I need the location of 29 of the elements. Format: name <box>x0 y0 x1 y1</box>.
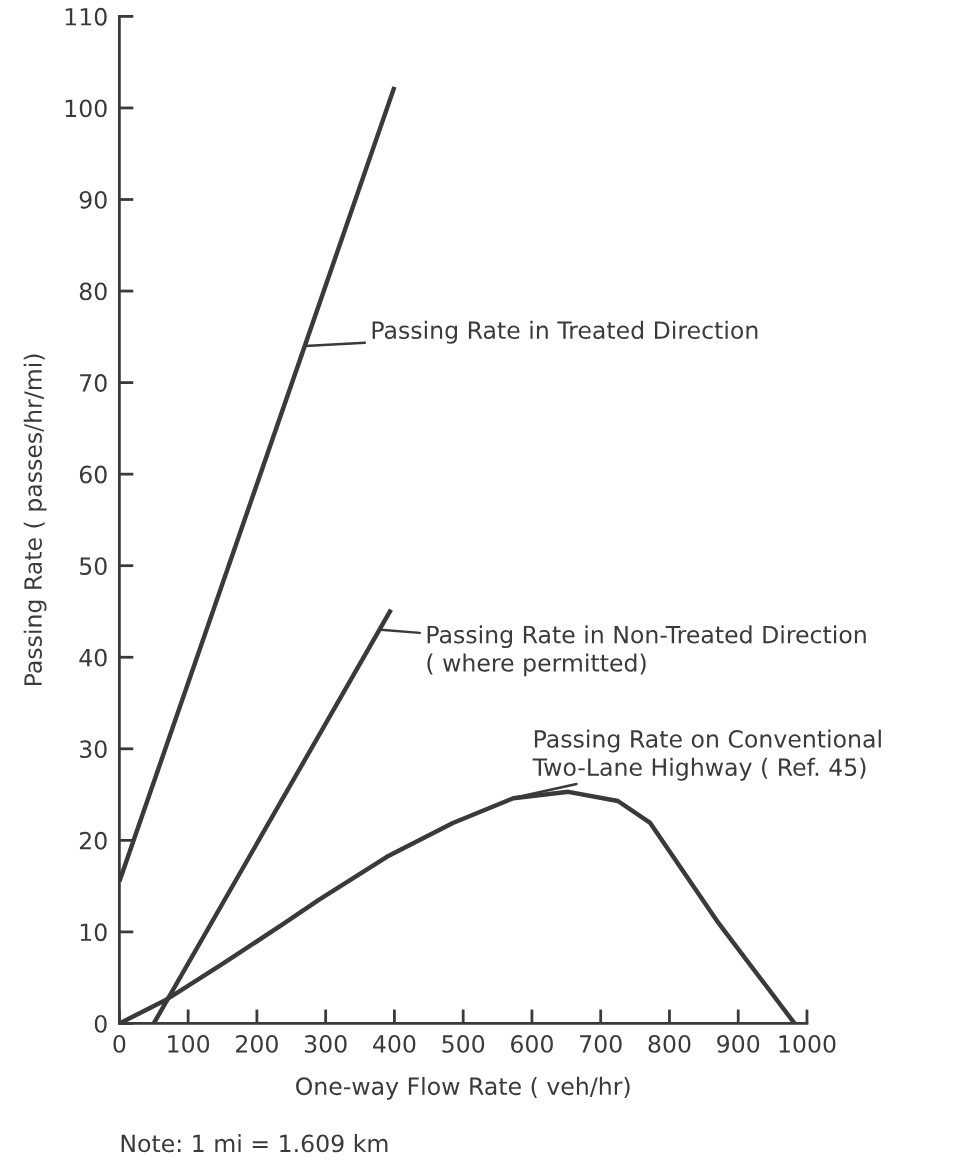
x-tick-label: 700 <box>580 1034 622 1053</box>
annotation: Passing Rate in Non-Treated Direction ( where permitted) <box>427 625 866 677</box>
y-tick-label: 110 <box>65 7 107 26</box>
annotation: Passing Rate on Conventional Two-Lane Highway ( Ref. 45) <box>532 729 881 781</box>
y-axis-title: Passing Rate ( passes/hr/mi) <box>23 354 47 686</box>
y-tick-label: 90 <box>79 190 107 209</box>
y-tick-label: 10 <box>80 923 107 942</box>
y-tick-label: 30 <box>80 740 107 759</box>
x-tick-label: 600 <box>511 1034 553 1053</box>
x-tick-label: 100 <box>168 1034 210 1053</box>
x-tick-label: 1000 <box>779 1034 836 1053</box>
annotation: Passing Rate in Treated Direction <box>372 320 758 344</box>
y-tick-label: 100 <box>65 99 107 118</box>
x-axis-title: One-way Flow Rate ( veh/hr) <box>296 1076 630 1100</box>
y-tick-label: 70 <box>80 374 107 392</box>
x-tick-label: 300 <box>304 1034 347 1053</box>
y-tick-label: 0 <box>94 1014 107 1033</box>
y-tick-label: 50 <box>80 557 107 576</box>
x-tick-label: 800 <box>648 1034 691 1053</box>
y-tick-label: 20 <box>79 831 107 850</box>
x-tick-label: 500 <box>442 1034 485 1053</box>
x-tick-label: 200 <box>236 1034 278 1053</box>
text: Note: 1 mi = 1.609 km <box>121 1134 388 1153</box>
y-tick-label: 60 <box>79 465 107 484</box>
x-tick-label: 900 <box>717 1034 760 1053</box>
x-tick-label: 400 <box>373 1034 416 1053</box>
y-tick-label: 40 <box>79 648 107 667</box>
y-tick-label: 80 <box>79 282 107 301</box>
x-tick-label: 0 <box>113 1034 126 1053</box>
